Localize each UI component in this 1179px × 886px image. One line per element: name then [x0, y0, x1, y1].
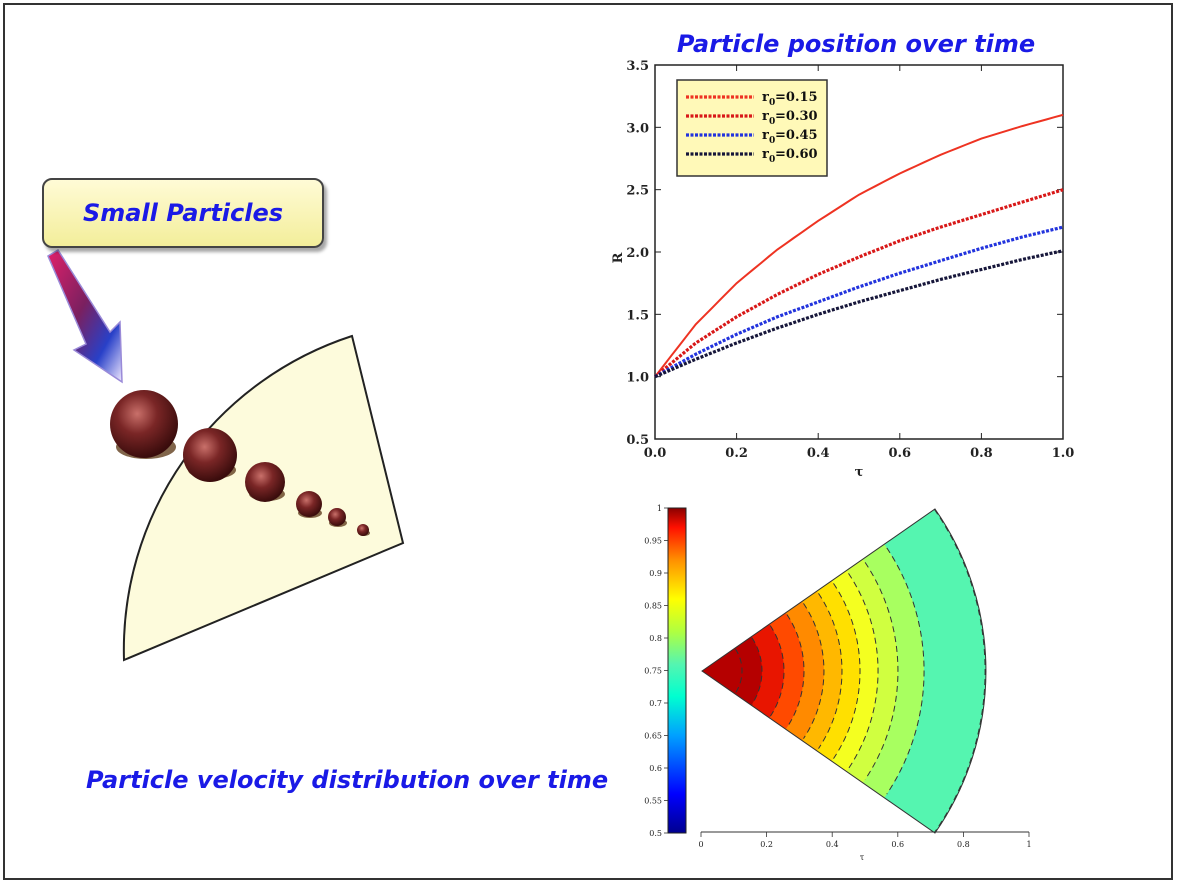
y-tick-label: 0.5 — [626, 433, 649, 448]
y-tick-label: 3.0 — [626, 121, 649, 136]
position-chart: Particle position over time 0.0 0.2 0.4 0.6… — [611, 30, 1074, 480]
particle-6 — [357, 524, 369, 536]
x-tick-label: 0.8 — [970, 446, 993, 461]
contour-x-tick-label: 0.4 — [826, 840, 839, 849]
contour-line-9 — [864, 562, 899, 780]
contour-line-3 — [769, 625, 785, 717]
particle-group — [110, 390, 370, 536]
contour-line-outer — [933, 509, 986, 833]
legend-label-main: r — [762, 128, 769, 143]
colorbar — [667, 507, 687, 834]
particle-1 — [110, 390, 178, 458]
x-tick-label: 0.0 — [644, 446, 667, 461]
figure-frame — [3, 3, 1173, 880]
x-tick-label: 1.0 — [1052, 446, 1075, 461]
contour-line-6 — [818, 593, 843, 749]
legend-label-main: r — [762, 90, 769, 105]
y-tick-label: 3.5 — [626, 59, 649, 74]
y-tick-label: 2.0 — [626, 246, 649, 261]
contour-lines — [734, 509, 986, 833]
contour-line-2 — [751, 637, 763, 705]
series-line-4 — [654, 249, 1064, 379]
contour-x-tick-label: 0.8 — [957, 840, 970, 849]
contour-x-tick-label: 1 — [1026, 840, 1031, 849]
contour-x-tick-label: 0 — [698, 840, 703, 849]
particle-5 — [328, 508, 346, 526]
legend-label-sub: 0 — [769, 136, 775, 146]
contour-wedge — [702, 509, 986, 833]
particle-3 — [245, 462, 285, 502]
colorbar-tick-label: 1 — [657, 504, 662, 513]
series-line-1 — [654, 113, 1064, 378]
contour-x-ticks: 0 0.2 0.4 0.6 0.8 1 — [698, 832, 1032, 849]
colorbar-tick-label: 0.75 — [644, 667, 662, 676]
x-tick-label: 0.4 — [807, 446, 830, 461]
series-line-3 — [654, 225, 1064, 379]
x-tick-label: 0.6 — [888, 446, 911, 461]
contour-x-tick-label: 0.6 — [891, 840, 904, 849]
y-tick-label: 2.5 — [626, 184, 649, 199]
legend-label-value: =0.60 — [775, 147, 818, 162]
legend-label-sub: 0 — [769, 155, 775, 165]
legend-label-sub: 0 — [769, 98, 775, 108]
colorbar-ticks: 0.5 0.55 0.6 0.65 0.7 0.75 0.8 0.85 0.9 0.95 1 — [644, 504, 668, 838]
series-lines — [653, 113, 1064, 379]
small-particles-callout: Small Particles — [42, 178, 324, 248]
contour-line-1 — [734, 648, 743, 694]
contour-line-8 — [848, 573, 879, 769]
contour-line-7 — [833, 583, 861, 759]
legend-label-main: r — [762, 109, 769, 124]
particle-4 — [296, 491, 322, 517]
colorbar-tick-label: 0.7 — [649, 699, 662, 708]
colorbar-tick-label: 0.85 — [644, 602, 662, 611]
velocity-contour-plot: 0.5 0.55 0.6 0.65 0.7 0.75 0.8 0.85 0.9 0.95 1 0 0.… — [644, 504, 1032, 862]
chart-title: Particle position over time — [677, 30, 1035, 58]
y-axis-label: R — [611, 252, 626, 263]
particle-2 — [183, 428, 237, 482]
colorbar-tick-label: 0.95 — [644, 537, 662, 546]
legend-label-value: =0.15 — [775, 90, 818, 105]
contour-x-tick-label: 0.2 — [760, 840, 773, 849]
y-tick-label: 1.0 — [626, 371, 649, 386]
legend-label-value: =0.30 — [775, 109, 818, 124]
y-tick-label: 1.5 — [626, 308, 649, 323]
x-axis-label: τ — [855, 465, 864, 480]
colorbar-tick-label: 0.65 — [644, 732, 662, 741]
x-tick-label: 0.2 — [725, 446, 748, 461]
colorbar-tick-label: 0.6 — [649, 764, 662, 773]
pointer-arrow — [47, 248, 123, 384]
velocity-caption: Particle velocity distribution over time — [86, 766, 609, 794]
colorbar-tick-label: 0.8 — [649, 634, 662, 643]
legend-label-value: =0.45 — [775, 128, 818, 143]
contour-line-10 — [886, 547, 925, 795]
colorbar-tick-label: 0.55 — [644, 797, 662, 806]
legend-label-sub: 0 — [769, 117, 775, 127]
contour-line-4 — [786, 614, 805, 728]
axis-ticks: 0.0 0.2 0.4 0.6 0.8 1.0 0.5 1.0 1.5 2.0 2.5 3.0 3.5 — [626, 59, 1074, 461]
callout-text: Small Particles — [82, 199, 284, 227]
legend: r 0 =0.15r 0 =0.30r 0 =0.45r 0 =0.60 — [676, 79, 828, 177]
contour-line-5 — [803, 603, 825, 739]
legend-label-main: r — [762, 147, 769, 162]
contour-x-label: τ — [860, 853, 865, 862]
wedge-outline — [701, 508, 987, 834]
colorbar-tick-label: 0.5 — [649, 829, 662, 838]
colorbar-tick-label: 0.9 — [649, 569, 662, 578]
